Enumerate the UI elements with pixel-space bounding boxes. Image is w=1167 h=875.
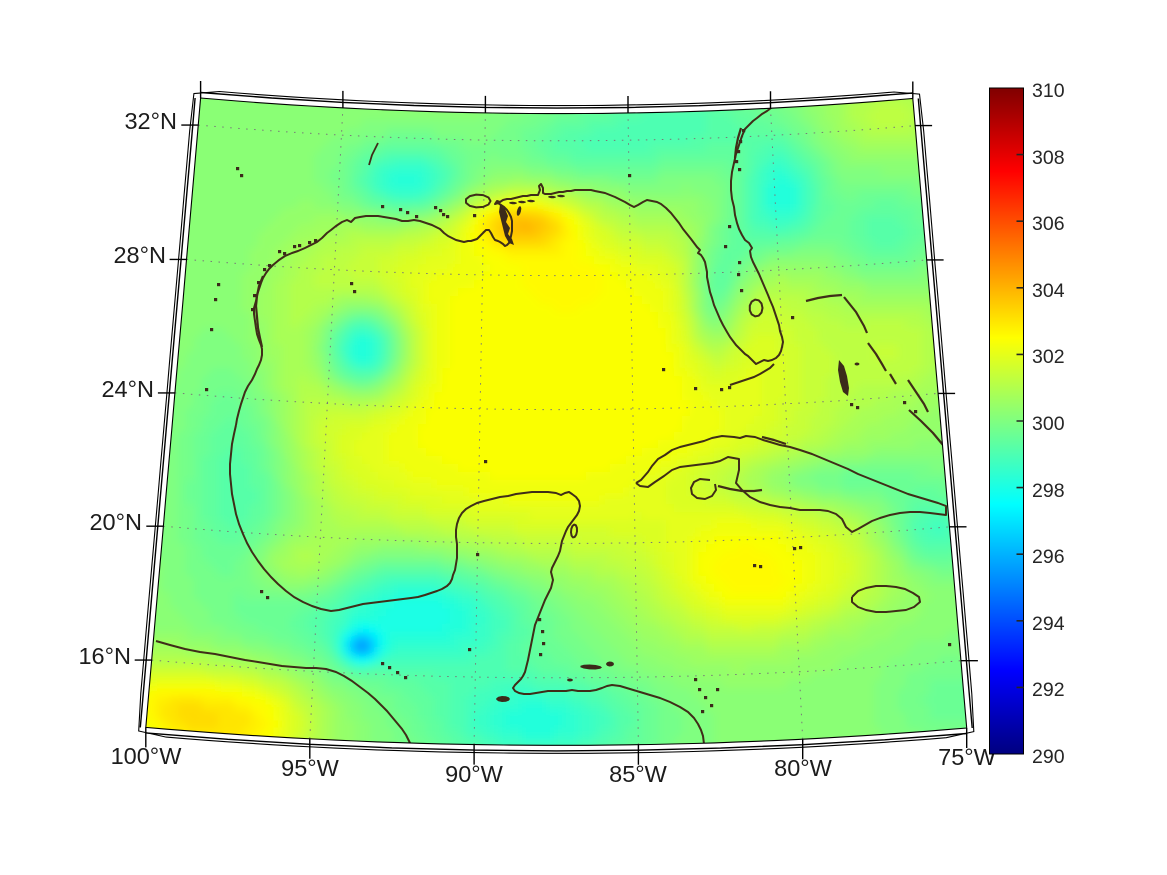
svg-text:294: 294 [1032, 613, 1065, 635]
svg-text:310: 310 [1032, 80, 1065, 102]
svg-text:100°W: 100°W [111, 743, 183, 769]
svg-text:300: 300 [1032, 413, 1065, 435]
svg-text:32°N: 32°N [124, 108, 177, 134]
svg-text:304: 304 [1032, 280, 1065, 302]
svg-text:306: 306 [1032, 213, 1065, 235]
svg-text:16°N: 16°N [78, 643, 131, 669]
svg-text:75°W: 75°W [938, 744, 997, 770]
svg-text:95°W: 95°W [281, 755, 340, 781]
svg-text:80°W: 80°W [774, 755, 833, 781]
svg-text:308: 308 [1032, 147, 1065, 169]
svg-text:28°N: 28°N [113, 242, 166, 268]
svg-text:296: 296 [1032, 546, 1065, 568]
svg-text:298: 298 [1032, 480, 1065, 502]
svg-text:292: 292 [1032, 679, 1065, 701]
svg-text:20°N: 20°N [89, 509, 142, 535]
svg-text:85°W: 85°W [609, 761, 668, 787]
svg-text:302: 302 [1032, 346, 1065, 368]
svg-text:24°N: 24°N [101, 376, 154, 402]
svg-text:90°W: 90°W [445, 761, 504, 787]
svg-text:290: 290 [1032, 746, 1065, 768]
